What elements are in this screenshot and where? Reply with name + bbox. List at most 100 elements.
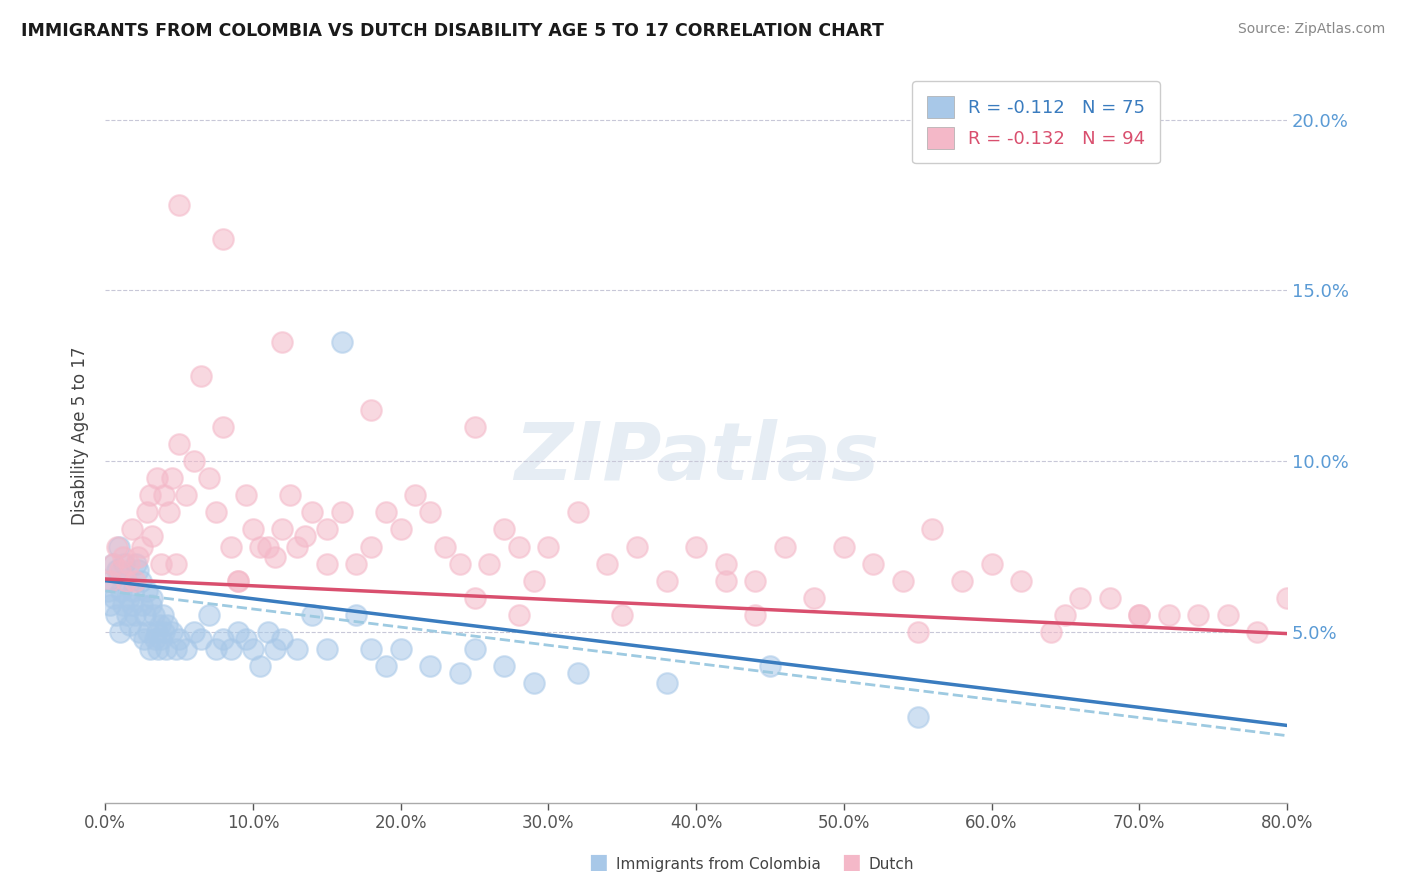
Point (862, 557, 884, 571)
Point (152, 607, 174, 622)
Point (118, 557, 141, 571)
Point (714, 574, 737, 588)
Point (1069, 591, 1091, 605)
Point (190, 368, 212, 383)
Point (478, 557, 501, 571)
Point (112, 557, 135, 571)
Point (124, 607, 146, 622)
Point (449, 557, 471, 571)
Point (165, 642, 187, 657)
Point (567, 505, 589, 519)
Point (127, 549, 149, 564)
Point (1216, 607, 1239, 622)
Text: ■: ■ (841, 853, 860, 872)
Point (197, 471, 219, 485)
Point (315, 557, 337, 571)
Point (143, 607, 166, 622)
Point (101, 557, 124, 571)
Point (156, 618, 179, 632)
Point (264, 549, 287, 564)
Point (921, 523, 943, 537)
Point (285, 642, 308, 657)
Point (832, 540, 855, 554)
Point (235, 632, 257, 646)
Point (907, 624, 929, 639)
Point (121, 598, 143, 612)
Point (120, 618, 142, 632)
Point (115, 574, 138, 588)
Point (111, 549, 134, 564)
Point (330, 505, 353, 519)
Point (537, 540, 560, 554)
Point (226, 574, 249, 588)
Point (596, 557, 619, 571)
Text: Dutch: Dutch (869, 857, 914, 872)
Point (404, 488, 426, 502)
Point (980, 557, 1002, 571)
Point (256, 540, 278, 554)
Point (129, 574, 152, 588)
Point (950, 574, 973, 588)
Text: ■: ■ (588, 853, 607, 872)
Point (138, 642, 160, 657)
Point (463, 642, 485, 657)
Point (176, 488, 198, 502)
Point (907, 710, 929, 724)
Point (523, 574, 546, 588)
Point (153, 624, 176, 639)
Point (1010, 574, 1032, 588)
Point (419, 659, 441, 673)
Point (803, 591, 825, 605)
Point (523, 676, 546, 690)
Point (167, 632, 190, 646)
Point (655, 676, 678, 690)
Point (145, 632, 167, 646)
Point (104, 607, 127, 622)
Point (494, 659, 516, 673)
Point (1187, 607, 1209, 622)
Point (744, 607, 766, 622)
Point (1157, 607, 1180, 622)
Point (141, 529, 163, 543)
Point (242, 642, 264, 657)
Point (419, 505, 441, 519)
Point (249, 659, 271, 673)
Point (135, 583, 157, 598)
Point (256, 624, 278, 639)
Point (226, 624, 249, 639)
Point (1054, 607, 1077, 622)
Point (759, 659, 782, 673)
Point (344, 557, 367, 571)
Point (626, 540, 648, 554)
Point (105, 540, 128, 554)
Point (141, 591, 163, 605)
Point (118, 591, 141, 605)
Point (128, 624, 150, 639)
Point (285, 540, 308, 554)
Point (153, 488, 176, 502)
Point (183, 454, 205, 468)
Point (433, 540, 456, 554)
Point (160, 471, 183, 485)
Point (125, 557, 148, 571)
Point (155, 642, 177, 657)
Point (374, 505, 396, 519)
Point (124, 574, 146, 588)
Point (508, 540, 530, 554)
Point (205, 642, 228, 657)
Point (138, 488, 160, 502)
Point (374, 659, 396, 673)
Point (122, 583, 145, 598)
Point (242, 523, 264, 537)
Point (98, 574, 121, 588)
Point (1098, 591, 1121, 605)
Point (212, 420, 235, 434)
Point (157, 505, 180, 519)
Point (149, 618, 172, 632)
Point (685, 540, 707, 554)
Point (219, 540, 242, 554)
Text: IMMIGRANTS FROM COLOMBIA VS DUTCH DISABILITY AGE 5 TO 17 CORRELATION CHART: IMMIGRANTS FROM COLOMBIA VS DUTCH DISABI… (21, 22, 884, 40)
Point (176, 642, 198, 657)
Point (183, 624, 205, 639)
Point (132, 632, 155, 646)
